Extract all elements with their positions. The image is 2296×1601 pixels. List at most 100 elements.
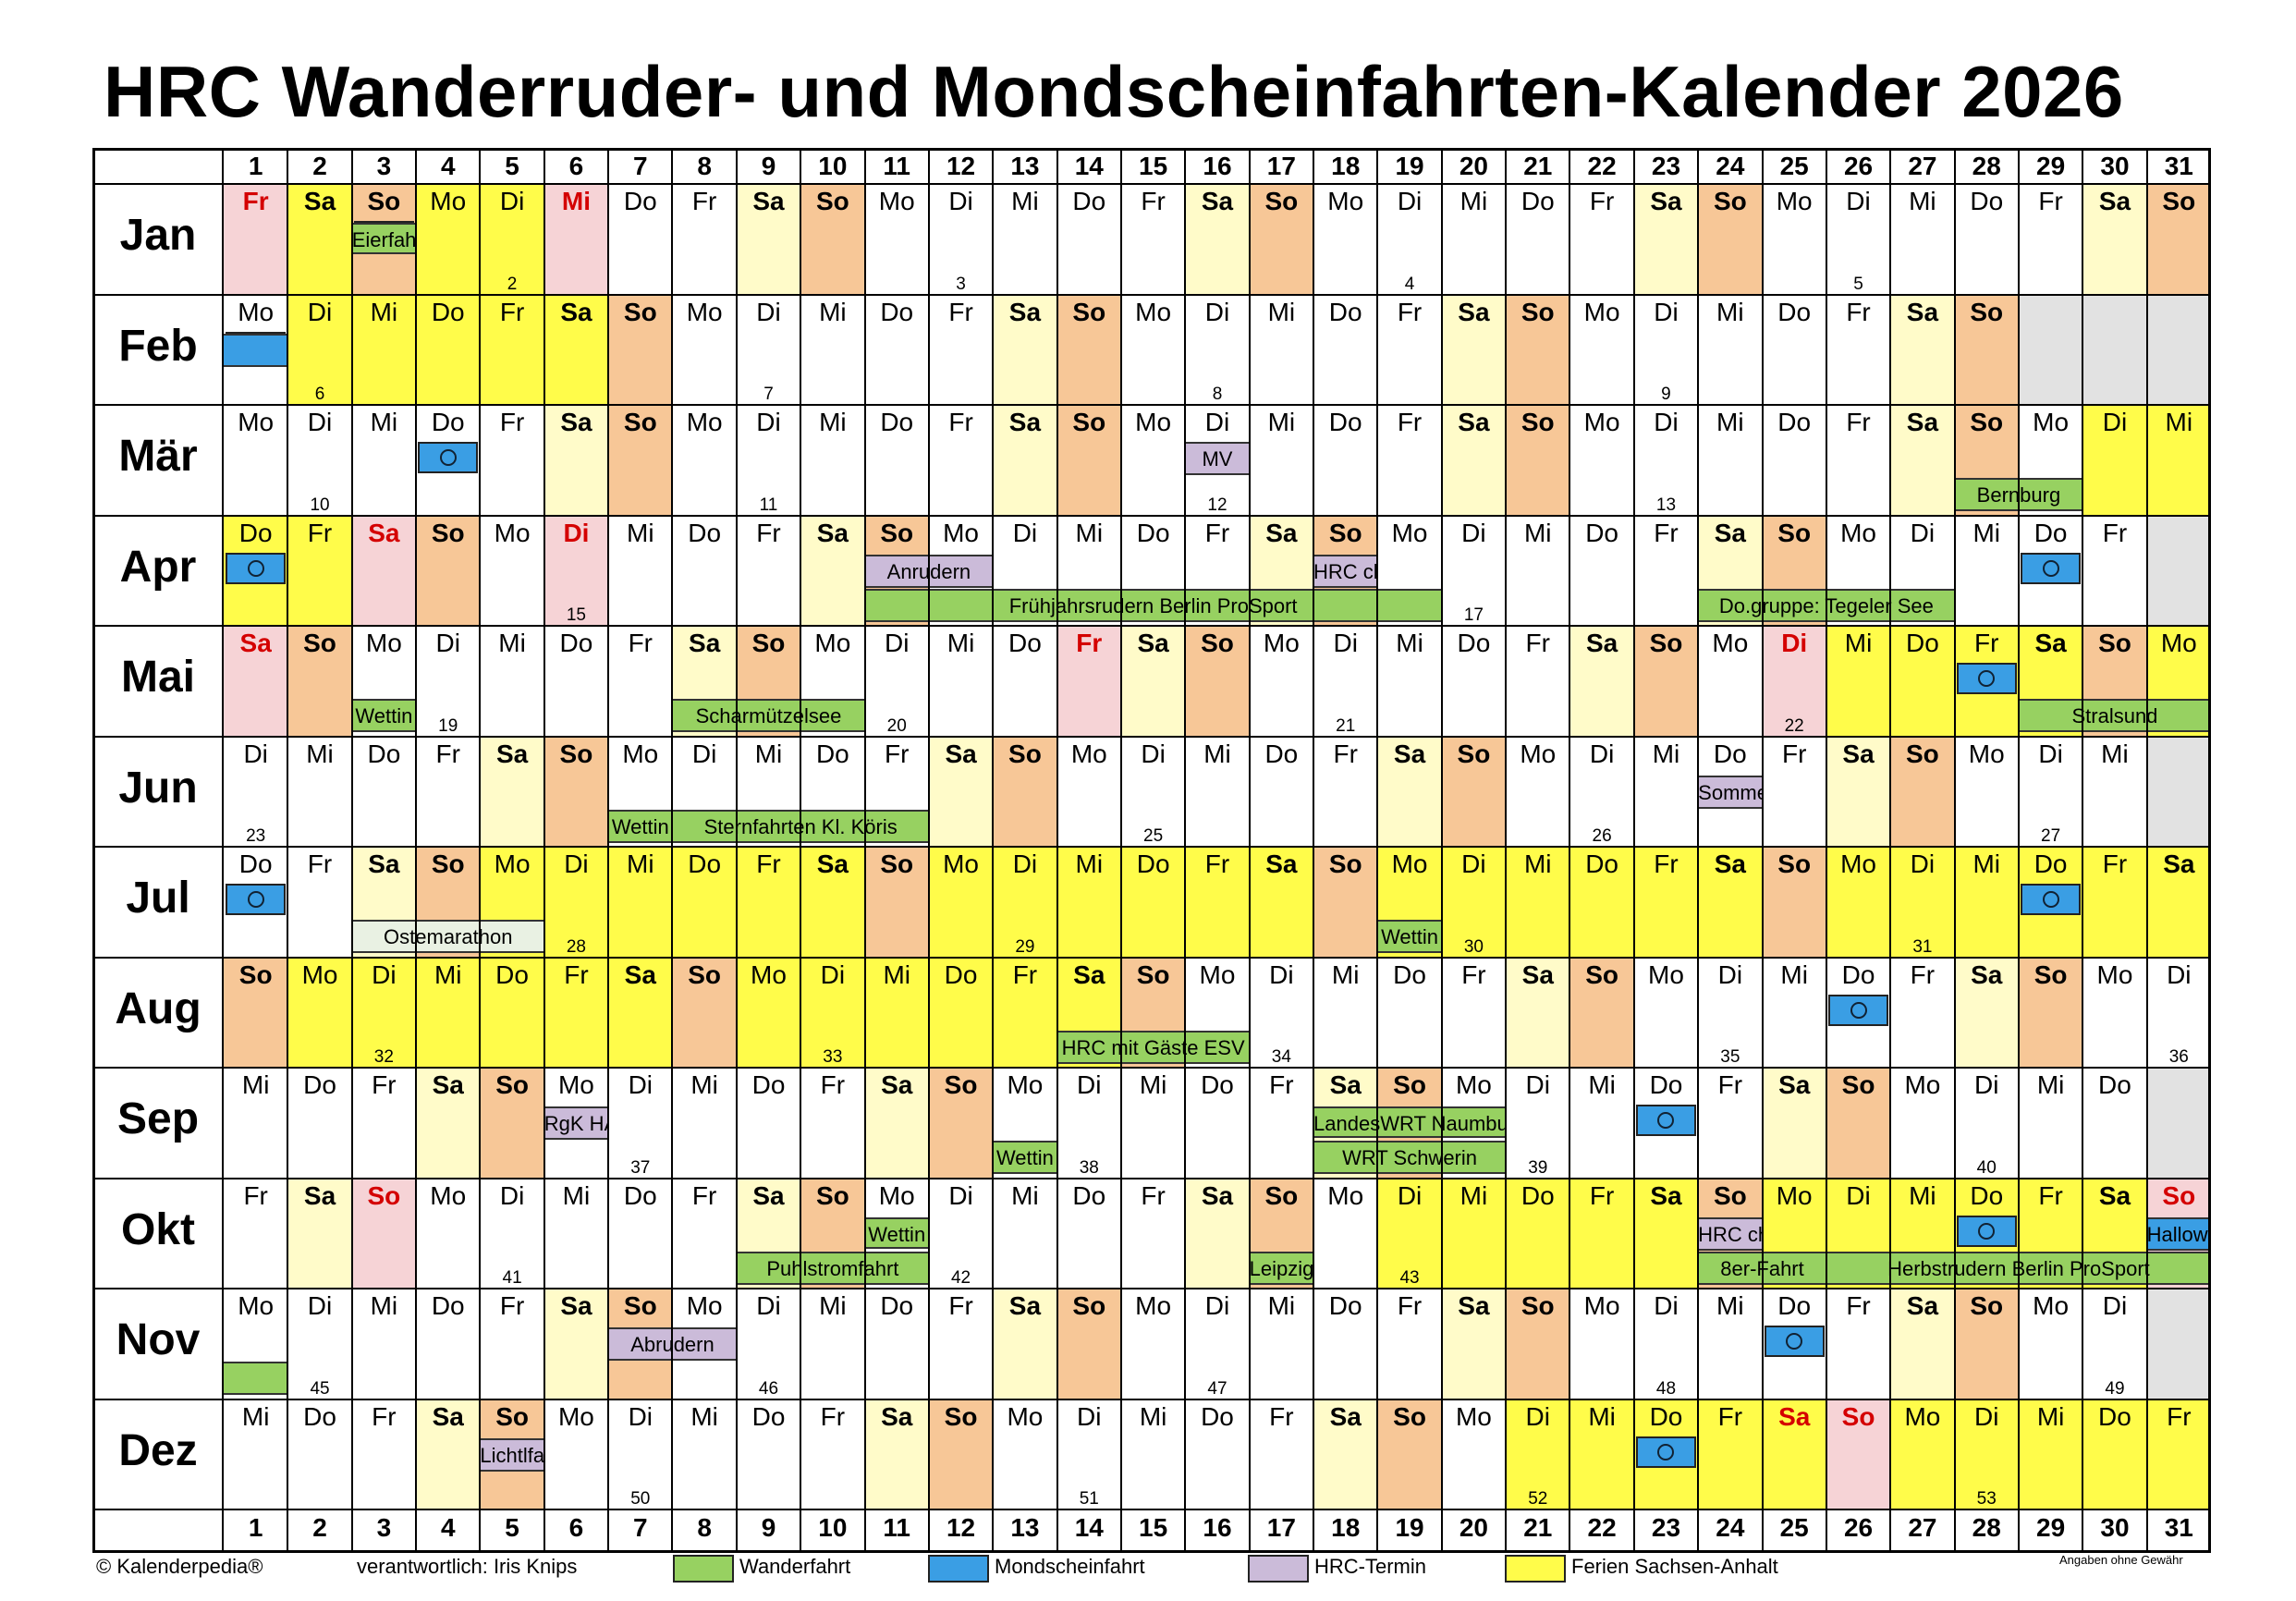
day-cell[interactable]: Fr — [1633, 515, 1699, 626]
day-cell[interactable]: Do — [1377, 957, 1442, 1068]
day-cell[interactable]: Do — [736, 1068, 801, 1179]
moon-icon[interactable] — [226, 884, 287, 915]
day-cell[interactable]: Di 10 — [287, 405, 352, 516]
day-cell[interactable]: Mi — [993, 1178, 1057, 1289]
day-cell[interactable]: Fr — [480, 294, 544, 405]
day-cell[interactable]: Mi — [1441, 1178, 1507, 1289]
day-cell[interactable]: Sa — [1249, 847, 1314, 958]
event-wander[interactable]: Wettin — [608, 809, 673, 843]
day-cell[interactable]: So — [1826, 1399, 1891, 1509]
event-wander[interactable]: Wettin — [351, 699, 417, 732]
day-cell[interactable]: Mi — [543, 184, 609, 295]
day-cell[interactable]: So — [1506, 294, 1570, 405]
day-cell[interactable]: Fr — [1185, 847, 1250, 958]
day-cell[interactable]: Sa — [1633, 1178, 1699, 1289]
day-cell[interactable]: Mo — [736, 957, 801, 1068]
day-cell[interactable]: Di 46 — [736, 1289, 801, 1399]
event-hrc[interactable]: HRC chic — [1698, 1216, 1763, 1251]
day-cell[interactable]: Fr — [608, 626, 673, 737]
day-cell[interactable]: Sa — [864, 1068, 929, 1179]
moon-icon[interactable] — [1956, 663, 2017, 694]
moon-icon[interactable] — [418, 442, 479, 473]
day-cell[interactable]: So — [543, 736, 609, 847]
event-wander[interactable]: LandesWRT Naumburg — [1313, 1106, 1507, 1138]
day-cell[interactable]: Di 49 — [2082, 1289, 2147, 1399]
day-cell[interactable]: Sa — [1633, 184, 1699, 295]
day-cell[interactable]: So — [2018, 957, 2083, 1068]
day-cell[interactable]: Di 38 — [1056, 1068, 1121, 1179]
day-cell[interactable]: Mi — [2018, 1399, 2083, 1509]
day-cell[interactable]: Sa — [800, 515, 865, 626]
day-cell[interactable]: Do — [1569, 847, 1634, 958]
day-cell[interactable]: Do — [1890, 626, 1955, 737]
day-cell[interactable]: Di 37 — [608, 1068, 673, 1179]
day-cell[interactable]: Do — [928, 957, 994, 1068]
day-cell[interactable]: Do — [287, 1399, 352, 1509]
day-cell[interactable]: Fr — [351, 1068, 417, 1179]
day-cell[interactable]: Do — [416, 294, 481, 405]
day-cell[interactable]: Di 3 — [928, 184, 994, 295]
day-cell[interactable]: Di 50 — [608, 1399, 673, 1509]
day-cell[interactable]: Di 40 — [1954, 1068, 2019, 1179]
day-cell[interactable]: Sa — [1826, 736, 1891, 847]
day-cell[interactable]: Sa — [1120, 626, 1186, 737]
moon-icon[interactable] — [2020, 884, 2082, 915]
day-cell[interactable]: Mo — [1313, 184, 1378, 295]
day-cell[interactable]: Fr — [928, 405, 994, 516]
day-cell[interactable]: Fr — [1377, 405, 1442, 516]
event-mondschein[interactable] — [224, 333, 288, 367]
day-cell[interactable]: Sa — [2082, 184, 2147, 295]
day-cell[interactable]: Mo — [672, 294, 737, 405]
day-cell[interactable]: Di 17 — [1441, 515, 1507, 626]
day-cell[interactable]: Mi — [1569, 1068, 1634, 1179]
day-cell[interactable]: Mi — [672, 1068, 737, 1179]
day-cell[interactable]: Fr — [672, 1178, 737, 1289]
day-cell[interactable]: Mi — [1762, 957, 1826, 1068]
day-cell[interactable]: Sa — [1313, 1399, 1378, 1509]
moon-icon[interactable] — [1956, 1215, 2017, 1247]
day-cell[interactable]: Do — [543, 626, 609, 737]
day-cell[interactable]: Di 5 — [1826, 184, 1891, 295]
day-cell[interactable]: Mi — [800, 294, 865, 405]
day-cell[interactable]: Mi — [800, 405, 865, 516]
day-cell[interactable]: So — [1506, 405, 1570, 516]
day-cell[interactable]: Do — [1313, 405, 1378, 516]
day-cell[interactable]: So — [1762, 847, 1826, 958]
event-wander[interactable]: Puhlstromfahrt — [736, 1251, 929, 1285]
day-cell[interactable]: Mi — [1890, 184, 1955, 295]
day-cell[interactable]: Do — [608, 1178, 673, 1289]
day-cell[interactable]: Mi — [1249, 405, 1314, 516]
day-cell[interactable]: Sa — [1185, 184, 1250, 295]
day-cell[interactable]: Sa — [736, 184, 801, 295]
day-cell[interactable]: Mi — [608, 847, 673, 958]
day-cell[interactable]: Mi — [1826, 626, 1891, 737]
day-cell[interactable]: Sa — [1890, 405, 1955, 516]
day-cell[interactable]: Mi — [2146, 405, 2211, 516]
day-cell[interactable]: Fr — [800, 1399, 865, 1509]
day-cell[interactable]: Di 6 — [287, 294, 352, 405]
day-cell[interactable]: Fr — [2146, 1399, 2211, 1509]
day-cell[interactable]: Fr — [416, 736, 481, 847]
day-cell[interactable]: Di 53 — [1954, 1399, 2019, 1509]
day-cell[interactable]: Fr — [1762, 736, 1826, 847]
day-cell[interactable]: Mi — [1120, 1068, 1186, 1179]
day-cell[interactable]: Di 9 — [1633, 294, 1699, 405]
event-wander[interactable]: Scharmützelsee — [672, 699, 865, 732]
day-cell[interactable]: Sa — [1698, 847, 1763, 958]
day-cell[interactable]: Di 33 — [800, 957, 865, 1068]
day-cell[interactable]: Mi — [1633, 736, 1699, 847]
day-cell[interactable]: Fr — [800, 1068, 865, 1179]
day-cell[interactable]: Sa — [1890, 294, 1955, 405]
day-cell[interactable]: Do — [1313, 1289, 1378, 1399]
day-cell[interactable]: Di — [2082, 405, 2147, 516]
day-cell[interactable]: Mo — [1249, 626, 1314, 737]
day-cell[interactable]: Di 15 — [543, 515, 609, 626]
day-cell[interactable]: So — [416, 515, 481, 626]
day-cell[interactable]: So — [224, 957, 288, 1068]
event-wander[interactable]: HRC mit Gäste ESV — [1056, 1030, 1250, 1064]
day-cell[interactable]: Mi — [287, 736, 352, 847]
day-cell[interactable]: Fr — [1826, 294, 1891, 405]
day-cell[interactable]: Sa — [1441, 294, 1507, 405]
day-cell[interactable]: Mi — [1249, 294, 1314, 405]
event-hrc[interactable]: MV — [1185, 442, 1250, 475]
